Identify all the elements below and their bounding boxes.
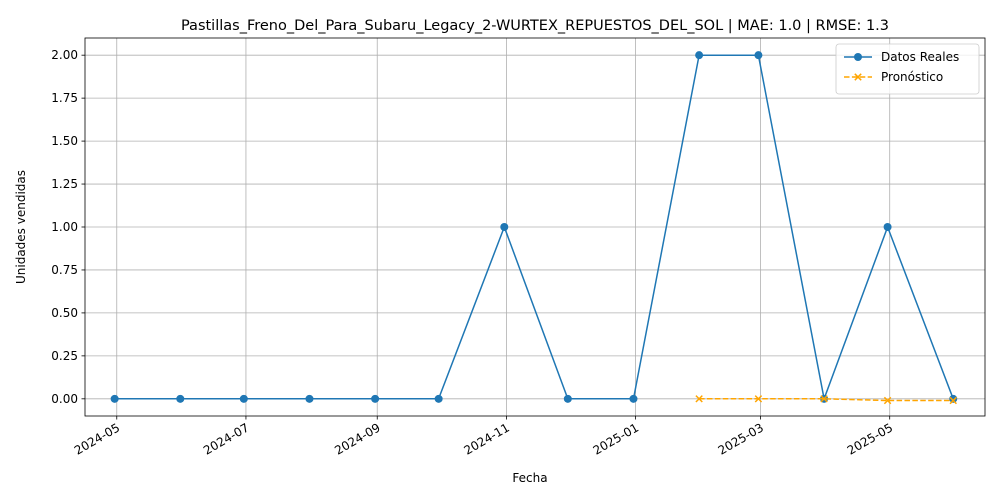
data-point <box>820 395 828 403</box>
x-tick-label: 2024-07 <box>201 420 251 457</box>
y-tick-label: 1.75 <box>51 91 78 105</box>
x-tick-label: 2025-01 <box>591 420 641 457</box>
series-line <box>114 54 954 402</box>
data-point <box>239 394 248 403</box>
legend-marker <box>854 73 862 81</box>
y-tick-label: 0.25 <box>51 349 78 363</box>
x-tick-label: 2025-05 <box>845 420 895 457</box>
x-axis: 2024-05 2024-07 2024-09 2024-11 2025-01 2025-… <box>72 416 895 458</box>
y-tick-label: 1.50 <box>51 134 78 148</box>
marker-stroke <box>949 396 957 405</box>
legend-label: Pronóstico <box>881 70 943 84</box>
x-tick-label: 2024-11 <box>461 420 511 457</box>
data-point <box>695 395 703 403</box>
y-tick-label: 0.50 <box>51 306 78 320</box>
series-line <box>699 398 954 402</box>
data-point <box>110 394 119 403</box>
legend-entry: Datos Reales <box>844 50 959 64</box>
y-axis: 0.00 0.25 0.50 0.75 1.00 1.25 1.50 1.75 2.00 <box>51 48 85 406</box>
legend-marker <box>854 53 862 61</box>
data-point <box>949 396 957 405</box>
series-layer <box>110 51 958 405</box>
legend: Datos Reales Pronóstico <box>835 43 980 95</box>
data-point <box>754 51 763 60</box>
x-tick-label: 2025-03 <box>716 420 766 457</box>
data-point <box>883 223 892 231</box>
data-point <box>629 394 638 403</box>
data-point <box>754 395 763 403</box>
x-axis-title: Fecha <box>512 471 547 485</box>
marker-stroke <box>695 395 703 403</box>
data-point <box>176 394 185 403</box>
data-point <box>305 394 314 403</box>
y-tick-label: 0.75 <box>51 263 78 277</box>
marker-stroke <box>820 395 828 403</box>
y-tick-label: 0.00 <box>51 392 78 406</box>
data-point <box>371 394 380 403</box>
x-tick-label: 2024-05 <box>72 420 122 457</box>
y-tick-label: 1.25 <box>51 177 78 191</box>
marker-stroke <box>883 396 892 405</box>
chart-title: Pastillas_Freno_Del_Para_Subaru_Legacy_2… <box>181 18 889 34</box>
marker-stroke <box>754 395 763 403</box>
data-point <box>434 394 443 403</box>
data-point <box>563 394 572 403</box>
y-tick-label: 1.00 <box>51 220 78 234</box>
y-axis-title: Unidades vendidas <box>14 170 28 284</box>
legend-label: Datos Reales <box>881 50 959 64</box>
legend-entry: Pronóstico <box>844 70 943 84</box>
data-point <box>883 396 892 405</box>
x-tick-label: 2024-09 <box>332 420 382 457</box>
data-point <box>695 51 704 60</box>
data-point <box>500 223 509 231</box>
data-point <box>949 394 958 403</box>
y-tick-label: 2.00 <box>51 48 78 62</box>
grid-lines <box>85 38 985 416</box>
